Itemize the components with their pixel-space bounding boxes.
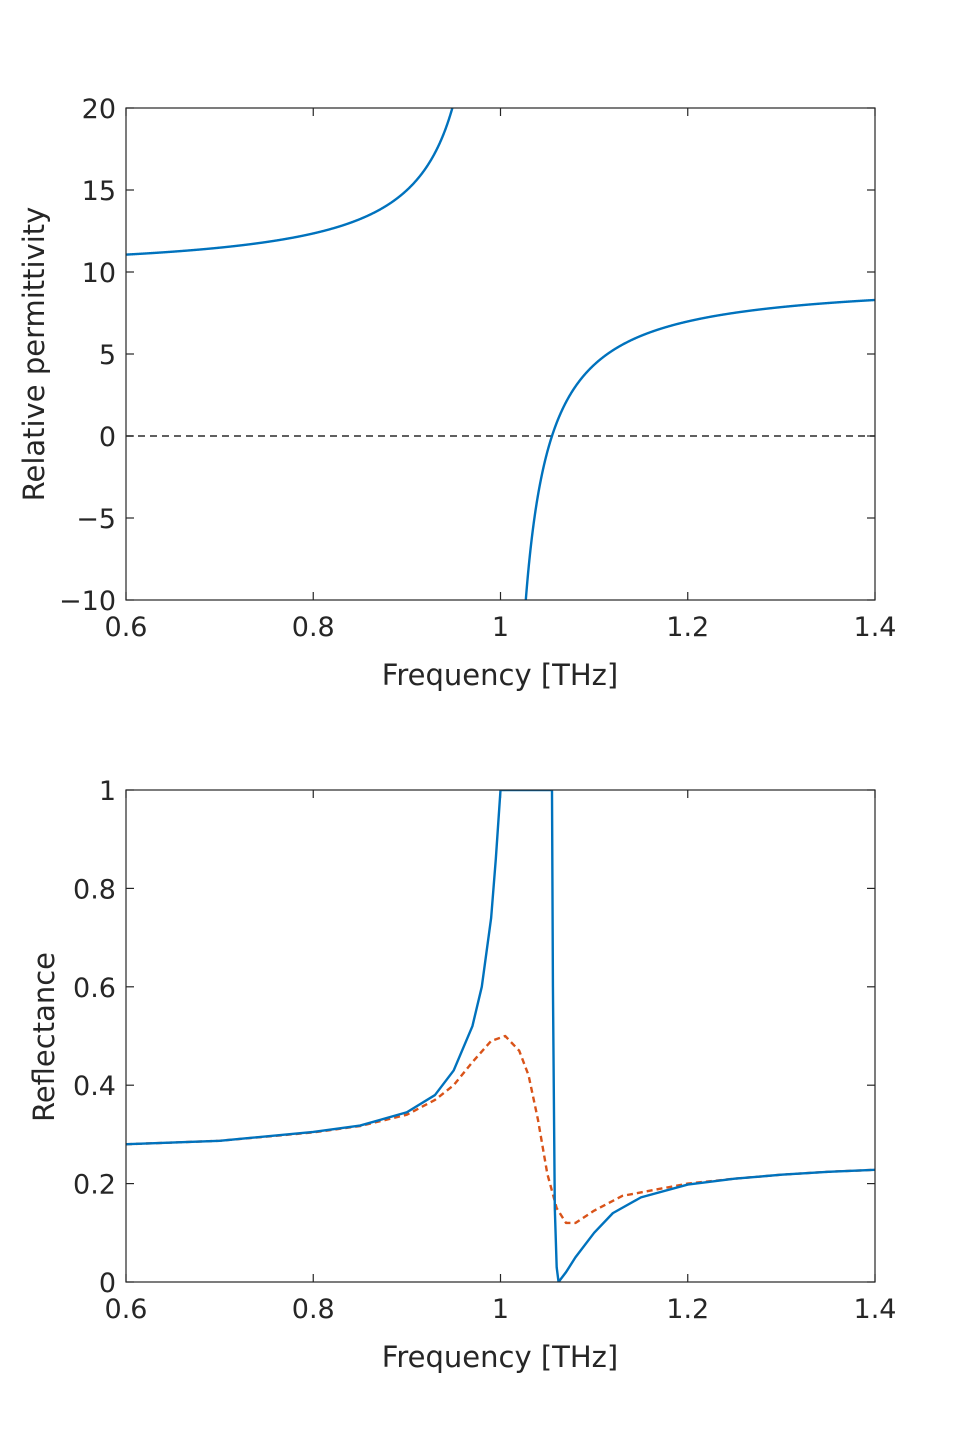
y-tick-label: 0 — [99, 1268, 116, 1299]
y-axis-label-permittivity: Relative permittivity — [17, 207, 51, 502]
x-tick-label: 1 — [492, 1294, 509, 1325]
y-tick-label: 0 — [99, 422, 116, 453]
reflectance-chart: 0.6 0.8 1 1.2 1.4 0 0.2 0.4 0.6 0.8 1 Frequency [… — [27, 776, 896, 1374]
x-tick-label: 1.4 — [854, 612, 897, 643]
x-tick-label: 1 — [492, 612, 509, 643]
y-axis-label-reflectance: Reflectance — [27, 952, 61, 1122]
permittivity-chart: 0.6 0.8 1 1.2 1.4 −10 −5 0 5 10 15 20 Frequency [T… — [17, 94, 897, 692]
permittivity-line-above-resonance — [524, 298, 875, 600]
y-tick-label: −10 — [59, 586, 116, 617]
y-tick-labels-reflectance: 0 0.2 0.4 0.6 0.8 1 — [73, 776, 116, 1299]
y-tick-label: 10 — [82, 258, 116, 289]
y-tick-label: 1 — [99, 776, 116, 807]
x-tick-label: 0.6 — [105, 612, 148, 643]
y-tick-labels-permittivity: −10 −5 0 5 10 15 20 — [59, 94, 116, 617]
plot-area-reflectance — [126, 790, 875, 1282]
reflectance-series-group — [126, 790, 875, 1282]
y-tick-label: 0.2 — [73, 1170, 116, 1201]
y-tick-label: 5 — [99, 340, 116, 371]
x-tick-label: 1.4 — [854, 1294, 897, 1325]
y-tick-label: 15 — [82, 176, 116, 207]
permittivity-series-group — [126, 108, 875, 600]
y-tick-label: 20 — [82, 94, 116, 125]
x-axis-label-permittivity: Frequency [THz] — [382, 658, 618, 692]
x-tick-label: 0.6 — [105, 1294, 148, 1325]
axes-frame-reflectance — [125, 789, 876, 1283]
y-tick-label: 0.8 — [73, 874, 116, 905]
axes-frame-permittivity — [125, 107, 876, 601]
y-tick-label: −5 — [76, 504, 116, 535]
x-tick-label: 0.8 — [292, 1294, 335, 1325]
x-tick-label: 1.2 — [666, 1294, 709, 1325]
y-tick-label: 0.4 — [73, 1071, 116, 1102]
x-tick-label: 0.8 — [292, 612, 335, 643]
x-tick-labels-permittivity: 0.6 0.8 1 1.2 1.4 — [105, 612, 897, 643]
x-tick-labels-reflectance: 0.6 0.8 1 1.2 1.4 — [105, 1294, 897, 1325]
x-axis-label-reflectance: Frequency [THz] — [382, 1340, 618, 1374]
permittivity-line-below-resonance — [126, 108, 454, 256]
x-tick-label: 1.2 — [666, 612, 709, 643]
plot-area-permittivity — [126, 108, 875, 600]
reflectance-lossy-line — [126, 1034, 875, 1225]
y-tick-label: 0.6 — [73, 973, 116, 1004]
reflectance-lossless-line — [126, 790, 875, 1282]
